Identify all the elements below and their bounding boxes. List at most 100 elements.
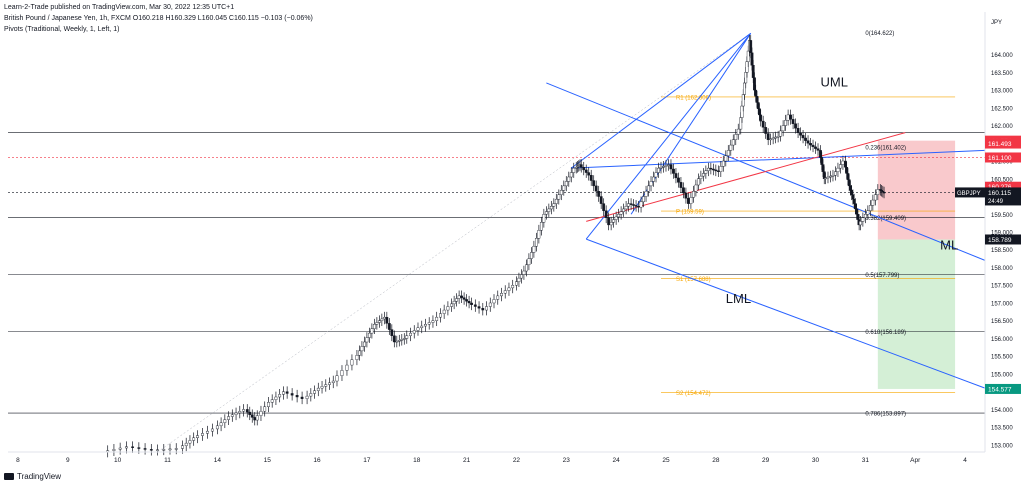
candle-body	[584, 169, 588, 173]
candle-body	[647, 185, 650, 192]
candle-body	[719, 166, 723, 172]
candle-body	[851, 194, 855, 200]
candle-body	[335, 375, 339, 382]
candle-body	[340, 370, 344, 376]
candle-body	[704, 170, 708, 174]
y-tick-label-0: 164.000	[991, 53, 1013, 59]
candle-body	[845, 167, 849, 174]
candle-body	[290, 393, 294, 396]
candle-body	[743, 82, 746, 95]
candle-body	[442, 309, 446, 314]
candle-body	[367, 332, 371, 338]
candle-body	[355, 355, 359, 360]
symbol-tag	[955, 187, 985, 198]
candle-body	[253, 417, 257, 421]
x-tick-label-14: 28	[712, 457, 720, 464]
price-tag-label-2: 161.100	[988, 155, 1012, 162]
candle-body	[637, 206, 640, 208]
candle-body	[397, 340, 401, 342]
x-tick-label-5: 15	[264, 457, 272, 464]
candle-body	[741, 94, 745, 107]
candle-body	[664, 165, 668, 167]
candle-body	[758, 108, 761, 116]
candle-body	[557, 194, 561, 200]
candle-body	[619, 211, 623, 215]
candle-body	[238, 410, 242, 414]
candle-body	[699, 175, 703, 179]
pivot-label-0: R1 (162.806)	[676, 95, 711, 101]
pitchfork-upper-line	[571, 149, 986, 169]
candle-body	[592, 180, 596, 187]
candle-body	[597, 190, 601, 197]
candle-body	[634, 205, 638, 207]
candle-body	[295, 395, 299, 398]
candle-body	[409, 332, 412, 336]
tradingview-logo-text: TradingView	[17, 472, 62, 481]
candle-body	[205, 430, 209, 434]
pitchfork-lower-line	[586, 238, 986, 389]
candle-body	[672, 168, 675, 174]
candle-body	[846, 173, 850, 180]
x-tick-label-16: 30	[812, 457, 820, 464]
candle-body	[789, 114, 792, 120]
candle-body	[267, 402, 270, 407]
candle-body	[729, 144, 733, 151]
candle-body	[462, 297, 466, 300]
candle-body	[604, 210, 608, 219]
candle-body	[779, 130, 783, 137]
y-tick-label-8: 159.000	[991, 231, 1013, 237]
candle-body	[377, 320, 381, 323]
candle-body	[809, 143, 812, 146]
candle-body	[380, 318, 384, 321]
candle-body	[529, 252, 533, 259]
candle-body	[525, 264, 528, 272]
candle-body	[856, 214, 860, 220]
candle-body	[740, 105, 744, 118]
stop-loss-zone	[877, 140, 956, 240]
candle-body	[831, 175, 835, 177]
candle-body	[174, 448, 178, 450]
candle-body	[255, 415, 259, 421]
candle-body	[372, 324, 376, 329]
candle-body	[861, 217, 865, 222]
candle-body	[714, 169, 718, 172]
candle-body	[701, 173, 705, 177]
candle-body	[873, 194, 877, 201]
x-tick-label-17: 31	[862, 457, 870, 464]
candle-body	[223, 419, 227, 423]
candle-body	[328, 382, 331, 385]
candle-body	[766, 133, 770, 140]
candle-body	[796, 128, 800, 133]
indicator-line: Pivots (Traditional, Weekly, 1, Left, 1)	[4, 26, 120, 33]
candle-body	[649, 181, 653, 187]
candle-body	[345, 364, 349, 371]
candle-body	[219, 422, 223, 427]
candle-body	[629, 203, 633, 205]
candle-body	[582, 167, 586, 171]
y-tick-label-9: 158.500	[991, 248, 1013, 254]
candle-body	[589, 175, 593, 181]
candle-body	[542, 214, 546, 223]
candle-body	[392, 335, 396, 343]
candle-body	[457, 295, 461, 299]
candle-body	[248, 411, 252, 415]
candle-body	[696, 178, 700, 186]
candle-body	[455, 298, 459, 302]
candle-body	[285, 391, 289, 394]
x-tick-label-1: 9	[66, 457, 70, 464]
candle-body	[382, 316, 386, 320]
candle-body	[420, 325, 424, 329]
candle-body	[841, 160, 845, 165]
candle-body	[806, 140, 810, 144]
candle-body	[750, 52, 754, 66]
candle-body	[882, 191, 886, 194]
y-axis-currency: JPY	[991, 20, 1002, 26]
candle-body	[819, 150, 822, 158]
candle-body	[215, 425, 219, 430]
candle-body	[801, 135, 805, 139]
candle-body	[282, 391, 285, 395]
candle-body	[834, 171, 837, 176]
candle-body	[196, 435, 199, 439]
x-tick-label-13: 25	[662, 457, 670, 464]
